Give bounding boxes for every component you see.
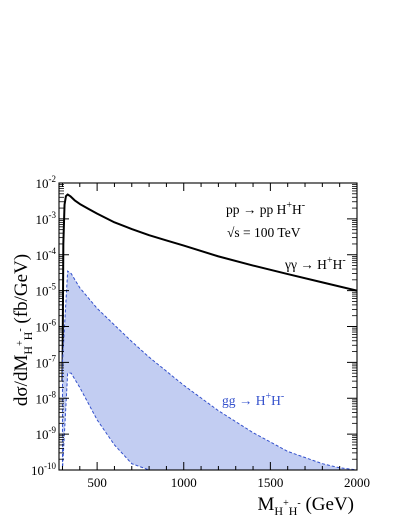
process-annotation: pp → pp H+H-: [226, 200, 305, 217]
gamma-gamma-label: γγ → H+H-: [284, 255, 346, 272]
gamma-gamma-line: [61, 193, 357, 382]
y-tick-label: 10-10: [31, 461, 56, 478]
x-tick-label: 1000: [171, 475, 197, 490]
y-tick-label: 10-2: [36, 174, 57, 191]
energy-annotation: √s = 100 TeV: [227, 225, 301, 240]
x-axis-title: MH+H- (GeV): [257, 494, 354, 518]
x-tick-label: 500: [87, 475, 107, 490]
y-tick-label: 10-6: [36, 318, 57, 335]
y-tick-label: 10-4: [36, 246, 57, 263]
gg-band: [61, 270, 357, 470]
x-tick-label: 2000: [344, 475, 370, 490]
y-tick-label: 10-8: [36, 389, 57, 406]
y-tick-label: 10-7: [36, 353, 57, 370]
gg-label: gg → H+H-: [222, 391, 284, 408]
y-tick-label: 10-5: [36, 282, 57, 299]
y-tick-label: 10-9: [36, 425, 57, 442]
x-tick-label: 1500: [257, 475, 283, 490]
y-axis-title: dσ/dMH+H- (fb/GeV): [11, 254, 35, 406]
y-tick-label: 10-3: [36, 210, 57, 227]
